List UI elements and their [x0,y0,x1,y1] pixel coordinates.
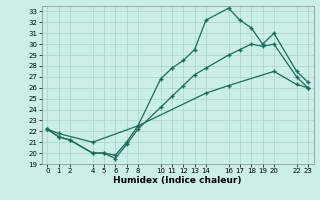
X-axis label: Humidex (Indice chaleur): Humidex (Indice chaleur) [113,176,242,185]
